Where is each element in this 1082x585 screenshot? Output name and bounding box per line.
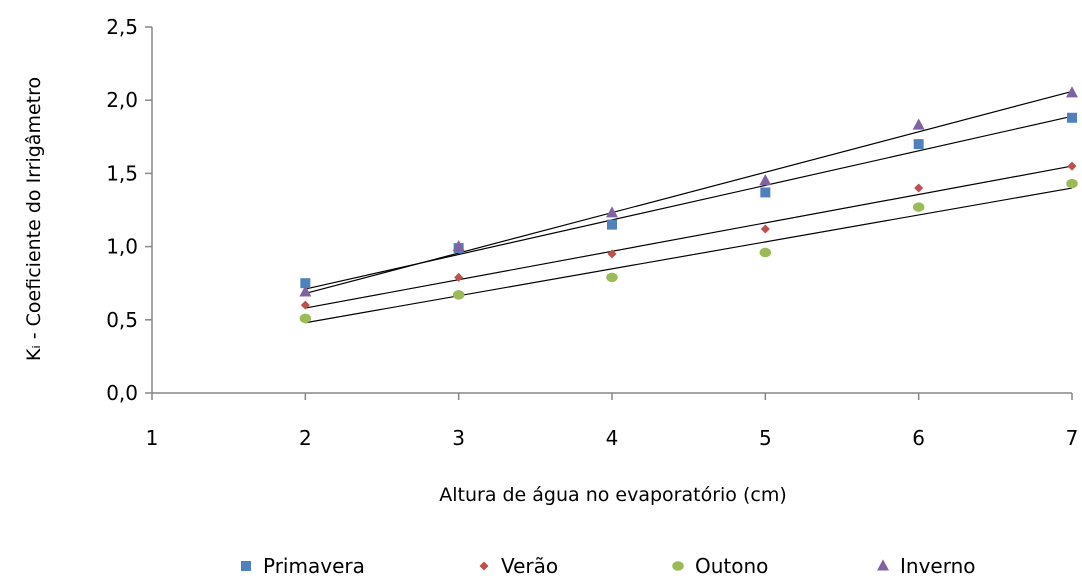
legend-label: Primavera: [263, 554, 365, 578]
legend-marker: [672, 561, 684, 571]
y-tick-label: 2,5: [106, 15, 138, 39]
y-tick-label: 2,0: [106, 88, 138, 112]
data-point: [913, 139, 924, 150]
data-point: [607, 219, 617, 230]
x-tick-label: 6: [912, 426, 925, 450]
data-point: [760, 224, 770, 234]
x-tick-label: 7: [1066, 426, 1079, 450]
y-tick-label: 0,0: [106, 381, 138, 405]
y-tick-label: 1,0: [106, 235, 138, 259]
trendlines: [305, 90, 1073, 324]
x-tick-label: 5: [759, 426, 772, 450]
x-tick-label: 4: [606, 426, 619, 450]
x-tick-label: 2: [299, 426, 312, 450]
data-point: [452, 290, 465, 300]
data-point: [912, 202, 925, 212]
data-point: [759, 247, 772, 258]
trendline-outono: [305, 187, 1073, 324]
legend-marker: [877, 559, 889, 571]
legend-item: Primavera: [241, 554, 365, 578]
legend-label: Inverno: [900, 554, 976, 578]
legend-marker: [479, 561, 489, 571]
data-point: [1066, 86, 1078, 98]
data-point: [300, 278, 311, 289]
data-point: [914, 183, 924, 193]
data-point: [1067, 161, 1077, 171]
data-point: [607, 249, 617, 259]
legend-marker: [241, 561, 251, 571]
trendline-inverno: [305, 90, 1073, 295]
x-axis-ticks: 1 2 3 4 5 6 7: [146, 393, 1079, 450]
x-tick-label: 1: [146, 426, 159, 450]
y-axis-title: Kᵢ - Coeficiente do Irrigâmetro: [23, 77, 45, 361]
legend-item: Verão: [479, 554, 558, 578]
data-point: [452, 240, 465, 252]
y-tick-label: 1,5: [106, 161, 138, 185]
data-point: [760, 187, 771, 198]
x-axis-title: Altura de água no evaporatório (cm): [439, 484, 787, 506]
legend: Primavera Verão Outono Inverno: [241, 554, 976, 578]
data-point: [299, 313, 312, 324]
trendline-vero: [305, 165, 1073, 309]
data-point: [454, 272, 464, 282]
data-point: [606, 272, 618, 283]
data-point: [759, 174, 772, 186]
plot-area: 0,0 0,5 1,0 1,5 2,0 2,5 1 2 3 4 5 6 7: [106, 15, 1078, 450]
data-point: [300, 300, 310, 310]
data-point: [606, 206, 618, 218]
y-tick-label: 0,5: [106, 308, 138, 332]
data-point: [299, 285, 312, 297]
data-points: [299, 86, 1078, 324]
legend-item: Outono: [672, 554, 768, 578]
data-point: [1067, 112, 1077, 123]
legend-label: Verão: [501, 554, 558, 578]
legend-label: Outono: [695, 554, 768, 578]
data-point: [1066, 178, 1078, 189]
y-axis-ticks: 0,0 0,5 1,0 1,5 2,0 2,5: [106, 15, 152, 405]
x-tick-label: 3: [452, 426, 465, 450]
legend-item: Inverno: [877, 554, 976, 578]
data-point: [912, 118, 925, 130]
